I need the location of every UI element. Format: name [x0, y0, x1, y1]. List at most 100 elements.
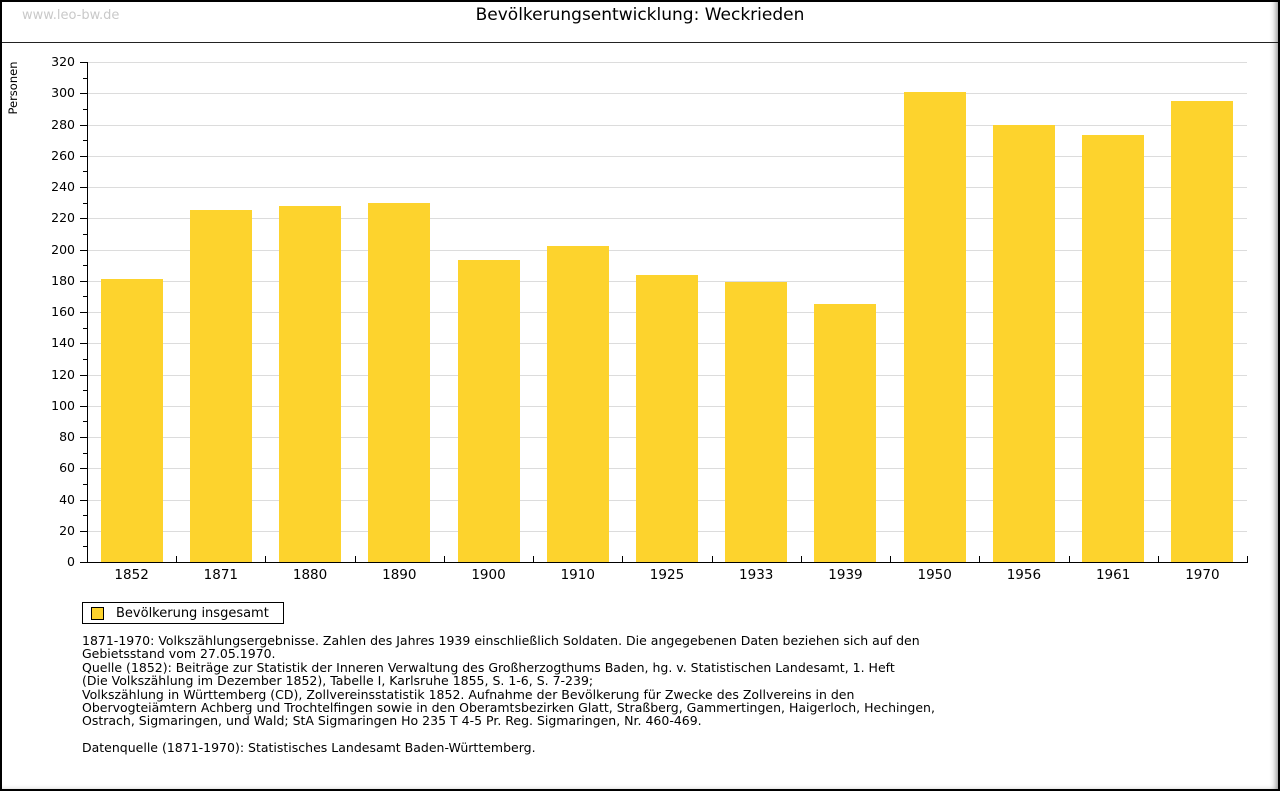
y-tick-label-20: 20 [59, 522, 75, 538]
y-minor-tick-90 [83, 421, 87, 423]
y-minor-tick-110 [83, 390, 87, 392]
y-major-tick-180 [80, 280, 87, 282]
x-tick-label-1933: 1933 [739, 567, 774, 583]
y-tick-label-120: 120 [51, 366, 75, 382]
datasource-line: Datenquelle (1871-1970): Statistisches L… [82, 740, 536, 755]
gridline-300 [87, 93, 1247, 95]
y-major-tick-240 [80, 187, 87, 188]
y-major-tick-200 [80, 249, 87, 251]
bar-1925 [636, 274, 698, 562]
x-tick-13 [1247, 556, 1248, 562]
footnote-line: Quelle (1852): Beiträge zur Statistik de… [82, 659, 895, 675]
y-major-tick-140 [80, 343, 87, 345]
y-tick-label-140: 140 [51, 335, 75, 351]
y-minor-tick-50 [83, 483, 87, 485]
y-minor-tick-10 [83, 546, 87, 548]
y-major-tick-280 [80, 124, 87, 126]
x-tick-9 [890, 556, 892, 562]
bar-1910 [546, 246, 609, 562]
x-tick-12 [1157, 556, 1159, 562]
bar-1871 [189, 210, 252, 562]
x-tick-4 [443, 556, 445, 562]
y-minor-tick-210 [83, 233, 87, 235]
y-major-tick-100 [80, 405, 87, 407]
header-divider [2, 42, 1278, 43]
bar-1970 [1171, 101, 1234, 562]
y-minor-tick-190 [83, 265, 87, 267]
x-tick-label-1961: 1961 [1095, 567, 1131, 583]
y-minor-tick-30 [83, 515, 87, 517]
y-minor-tick-270 [83, 140, 87, 142]
x-tick-1 [176, 556, 178, 562]
bar-1852 [100, 279, 163, 562]
footnote-block: 1871-1970: Volkszählungsergebnisse. Zahl… [82, 634, 935, 728]
y-minor-tick-70 [83, 452, 87, 454]
y-tick-label-80: 80 [59, 429, 75, 444]
bar-1939 [814, 304, 877, 562]
y-major-tick-320 [80, 62, 87, 63]
y-major-tick-80 [80, 437, 87, 438]
x-tick-7 [711, 556, 713, 562]
y-tick-label-60: 60 [59, 460, 75, 476]
footnote-line: Volkszählung in Württemberg (CD), Zollve… [82, 686, 855, 702]
y-major-tick-60 [80, 468, 87, 470]
x-tick-label-1956: 1956 [1006, 567, 1042, 583]
footnote-line: Gebietsstand vom 27.05.1970. [82, 646, 276, 662]
y-major-tick-40 [80, 499, 87, 501]
x-tick-label-1880: 1880 [292, 567, 328, 583]
gridline-240 [87, 187, 1247, 188]
footnote-line: Ostrach, Sigmaringen, und Wald; StA Sigm… [82, 713, 702, 729]
chart-title: Bevölkerungsentwicklung: Weckrieden [475, 5, 805, 25]
watermark: www.leo-bw.de [22, 8, 120, 23]
legend-label: Bevölkerung insgesamt [116, 605, 269, 621]
bar-1880 [279, 205, 342, 562]
footnote-line: Obervogteiämtern Achberg und Trochtelfin… [82, 700, 935, 716]
x-tick-label-1910: 1910 [560, 567, 595, 583]
bar-1961 [1082, 135, 1145, 562]
gridline-200 [87, 249, 1247, 251]
x-tick-label-1970: 1970 [1185, 567, 1220, 583]
y-major-tick-0 [80, 562, 87, 563]
bar-1890 [368, 202, 431, 562]
y-tick-label-320: 320 [51, 54, 75, 69]
y-tick-label-100: 100 [51, 397, 75, 413]
y-tick-label-300: 300 [51, 85, 75, 101]
y-tick-label-40: 40 [59, 491, 75, 507]
x-tick-6 [622, 556, 624, 562]
y-major-tick-260 [80, 155, 87, 157]
y-minor-tick-250 [83, 171, 87, 173]
bar-1950 [903, 91, 966, 562]
x-axis-line [87, 562, 1248, 563]
y-minor-tick-230 [83, 202, 87, 204]
legend-swatch-icon [91, 606, 104, 620]
footnote-line: 1871-1970: Volkszählungsergebnisse. Zahl… [82, 633, 920, 648]
x-tick-label-1950: 1950 [917, 567, 952, 583]
bar-1900 [457, 260, 520, 562]
x-tick-label-1852: 1852 [114, 567, 149, 583]
y-tick-label-280: 280 [51, 116, 75, 132]
y-axis-line [87, 62, 88, 563]
x-tick-8 [800, 556, 802, 562]
gridline-220 [87, 218, 1247, 220]
y-tick-label-200: 200 [51, 241, 75, 257]
y-major-tick-300 [80, 93, 87, 95]
y-tick-label-220: 220 [51, 210, 75, 226]
x-tick-11 [1068, 556, 1070, 562]
x-tick-2 [265, 556, 267, 562]
x-tick-label-1925: 1925 [649, 567, 685, 583]
x-tick-label-1890: 1890 [382, 567, 417, 583]
y-minor-tick-170 [83, 296, 87, 298]
y-major-tick-160 [80, 312, 87, 313]
x-tick-10 [979, 556, 981, 562]
gridline-280 [87, 124, 1247, 126]
y-tick-label-0: 0 [67, 554, 75, 569]
y-major-tick-20 [80, 530, 87, 532]
y-tick-label-240: 240 [51, 179, 75, 194]
y-minor-tick-310 [83, 77, 87, 79]
bar-1933 [725, 282, 788, 562]
x-tick-label-1939: 1939 [828, 567, 863, 583]
gridline-260 [87, 155, 1247, 157]
y-minor-tick-150 [83, 327, 87, 329]
